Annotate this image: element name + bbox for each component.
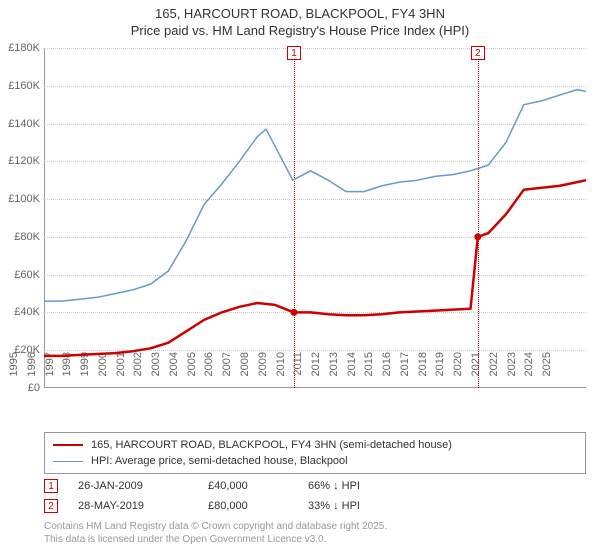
- legend-label: 165, HARCOURT ROAD, BLACKPOOL, FY4 3HN (…: [91, 439, 452, 451]
- legend-label: HPI: Average price, semi-detached house,…: [91, 455, 348, 467]
- title-subtitle: Price paid vs. HM Land Registry's House …: [0, 23, 600, 40]
- event-date: 28-MAY-2019: [78, 500, 188, 512]
- series-marker: [474, 233, 481, 240]
- event-price: £40,000: [208, 480, 288, 492]
- title-block: 165, HARCOURT ROAD, BLACKPOOL, FY4 3HN P…: [0, 0, 600, 40]
- y-tick-label: £80K: [0, 231, 40, 243]
- chart-area: £0£20K£40K£60K£80K£100K£120K£140K£160K£1…: [44, 48, 586, 388]
- event-price: £80,000: [208, 500, 288, 512]
- event-badge: 2: [44, 499, 58, 513]
- y-tick-label: £100K: [0, 193, 40, 205]
- title-address: 165, HARCOURT ROAD, BLACKPOOL, FY4 3HN: [0, 6, 600, 23]
- y-tick-label: £40K: [0, 306, 40, 318]
- y-tick-label: £120K: [0, 155, 40, 167]
- chart-svg: [44, 48, 586, 388]
- footer-line: This data is licensed under the Open Gov…: [44, 533, 387, 546]
- series-marker: [291, 309, 298, 316]
- legend-swatch: [53, 444, 83, 446]
- y-tick-label: £180K: [0, 42, 40, 54]
- event-delta: 66% ↓ HPI: [308, 480, 428, 492]
- event-date: 26-JAN-2009: [78, 480, 188, 492]
- table-row: 2 28-MAY-2019 £80,000 33% ↓ HPI: [44, 496, 586, 516]
- legend-item: HPI: Average price, semi-detached house,…: [53, 453, 577, 469]
- legend-swatch: [53, 461, 83, 462]
- y-tick-label: £160K: [0, 80, 40, 92]
- legend: 165, HARCOURT ROAD, BLACKPOOL, FY4 3HN (…: [44, 432, 586, 474]
- table-row: 1 26-JAN-2009 £40,000 66% ↓ HPI: [44, 476, 586, 496]
- x-tick-label: 1996: [26, 352, 38, 392]
- y-tick-label: £60K: [0, 269, 40, 281]
- series-line-hpi: [44, 90, 586, 302]
- x-tick-label: 1995: [8, 352, 20, 392]
- footer-line: Contains HM Land Registry data © Crown c…: [44, 520, 387, 533]
- event-badge: 1: [44, 479, 58, 493]
- footer-attribution: Contains HM Land Registry data © Crown c…: [44, 520, 387, 546]
- chart-figure: 165, HARCOURT ROAD, BLACKPOOL, FY4 3HN P…: [0, 0, 600, 560]
- events-table: 1 26-JAN-2009 £40,000 66% ↓ HPI 2 28-MAY…: [44, 476, 586, 516]
- series-line-price_paid: [44, 180, 586, 356]
- y-tick-label: £140K: [0, 118, 40, 130]
- event-delta: 33% ↓ HPI: [308, 500, 428, 512]
- legend-item: 165, HARCOURT ROAD, BLACKPOOL, FY4 3HN (…: [53, 437, 577, 453]
